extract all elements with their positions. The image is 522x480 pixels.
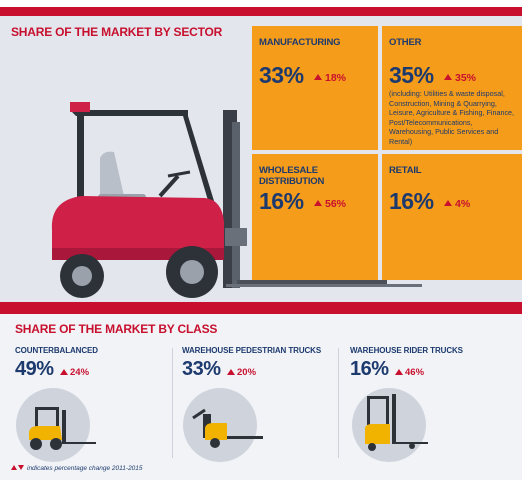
class-panel <box>0 314 522 480</box>
sector-share: 35% <box>389 62 434 88</box>
class-change: 20% <box>227 367 256 378</box>
class-change-value: 20% <box>237 367 257 378</box>
sector-title: WHOLESALE DISTRIBUTION <box>259 165 325 187</box>
pallet-truck-icon <box>192 408 263 448</box>
increase-triangle-icon <box>11 465 17 470</box>
sector-note: (including: Utilities & waste disposal, … <box>389 89 515 146</box>
sector-change-value: 18% <box>325 72 347 84</box>
sector-change-value: 56% <box>325 198 347 210</box>
forklift-steering-column <box>158 174 180 198</box>
increase-triangle-icon <box>444 200 452 206</box>
forklift-front-hub <box>180 260 204 284</box>
forklift-seat-back <box>100 151 124 198</box>
sector-share: 16% <box>389 188 434 214</box>
forklift-rear-hub <box>72 266 92 286</box>
forklift-fork <box>237 280 387 284</box>
increase-triangle-icon <box>227 369 235 375</box>
sector-change: 35% <box>444 72 476 84</box>
forklift-roof-light <box>70 102 90 112</box>
sector-box-manufacturing: MANUFACTURING 33% 18% <box>252 26 378 150</box>
class-icon-circle <box>16 388 90 462</box>
sector-heading: SHARE OF THE MARKET BY SECTOR <box>11 25 223 39</box>
forklift-illustration <box>51 102 422 298</box>
forklift-roof <box>70 110 188 116</box>
sector-box-retail: RETAIL 16% 4% <box>382 154 522 280</box>
increase-triangle-icon <box>395 369 403 375</box>
class-change: 46% <box>395 367 424 378</box>
counterbalanced-forklift-icon <box>29 407 96 450</box>
forklift-mast-inner <box>232 122 240 288</box>
increase-triangle-icon <box>444 74 452 80</box>
sector-change: 18% <box>314 72 346 84</box>
forklift-fork-base <box>226 284 422 287</box>
increase-triangle-icon <box>314 200 322 206</box>
sector-share: 33% <box>259 62 304 88</box>
sector-change-value: 4% <box>455 198 471 210</box>
forklift-steering-wheel <box>167 170 191 178</box>
footnote: indicates percentage change 2011-2015 <box>11 465 143 472</box>
sector-change-value: 35% <box>455 72 477 84</box>
sector-title: OTHER <box>389 37 422 48</box>
class-share: 16% <box>350 358 389 380</box>
reach-truck-icon <box>365 394 428 451</box>
sector-title: RETAIL <box>389 165 422 176</box>
column-separator <box>338 348 339 458</box>
sector-box-other: OTHER 35% 35% (including: Utilities & wa… <box>382 26 522 150</box>
class-title: WAREHOUSE RIDER TRUCKS <box>350 346 463 355</box>
sector-change: 4% <box>444 198 470 210</box>
class-change-value: 46% <box>405 367 425 378</box>
forklift-body <box>51 196 224 256</box>
forklift-front-post <box>183 116 218 214</box>
decrease-triangle-icon <box>18 465 24 470</box>
increase-triangle-icon <box>314 74 322 80</box>
section-divider <box>0 302 522 314</box>
forklift-rear-post <box>77 116 84 216</box>
forklift-carriage <box>225 228 247 246</box>
class-heading: SHARE OF THE MARKET BY CLASS <box>15 322 218 336</box>
class-share: 49% <box>15 358 54 380</box>
class-change: 24% <box>60 367 89 378</box>
top-red-bar <box>0 7 522 16</box>
class-title: COUNTERBALANCED <box>15 346 98 355</box>
class-share: 33% <box>182 358 221 380</box>
class-change-value: 24% <box>70 367 90 378</box>
increase-triangle-icon <box>60 369 68 375</box>
sector-box-wholesale: WHOLESALE DISTRIBUTION 16% 56% <box>252 154 378 280</box>
class-title: WAREHOUSE PEDESTRIAN TRUCKS <box>182 346 322 355</box>
sector-title: MANUFACTURING <box>259 37 341 48</box>
sector-share: 16% <box>259 188 304 214</box>
column-separator <box>172 348 173 458</box>
sector-change: 56% <box>314 198 346 210</box>
footnote-text: indicates percentage change 2011-2015 <box>27 465 143 472</box>
